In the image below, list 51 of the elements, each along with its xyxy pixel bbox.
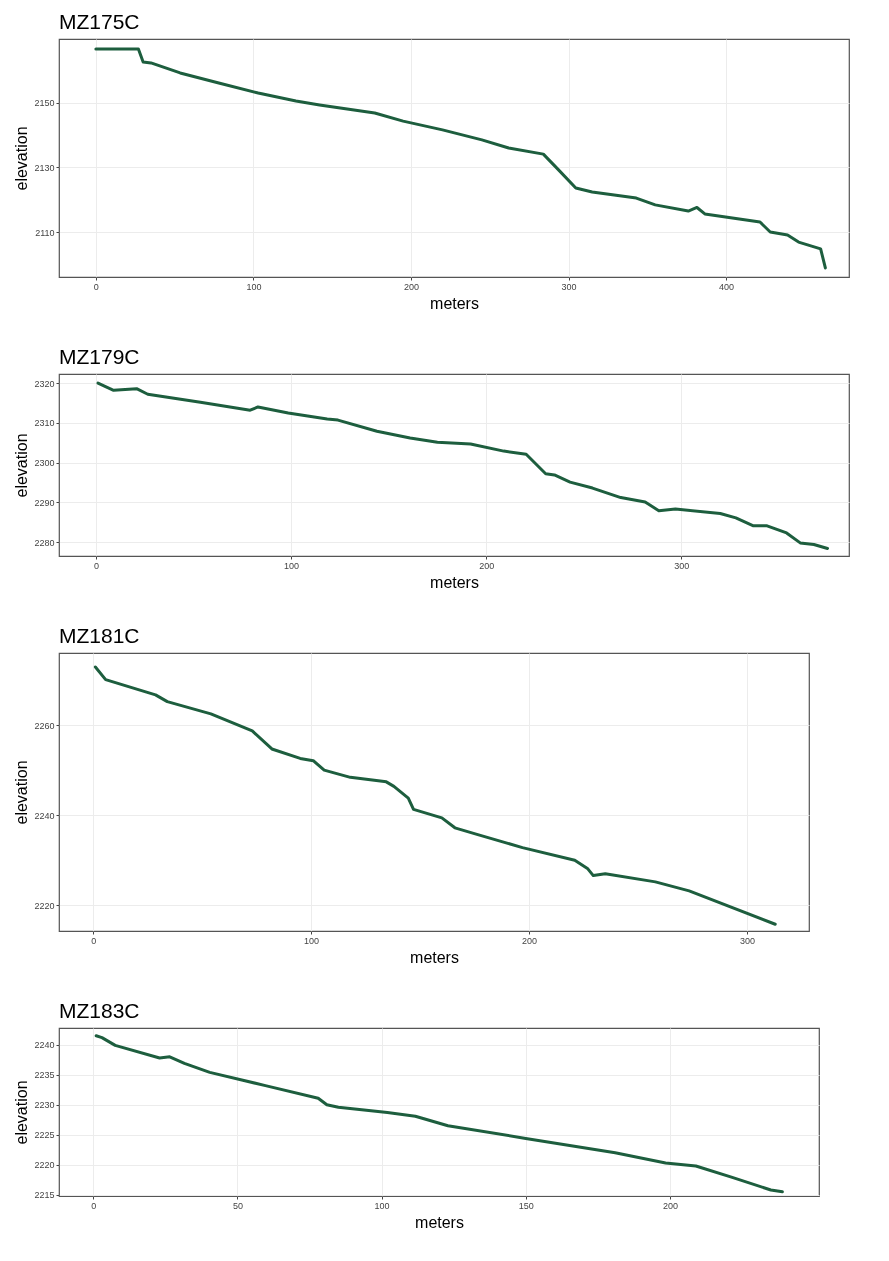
y-tick-label: 2230 (34, 1100, 55, 1111)
y-tick-label: 2130 (34, 162, 55, 173)
x-tick-label: 50 (232, 1200, 243, 1211)
y-axis-title: elevation (13, 126, 31, 191)
line-series (96, 381, 830, 550)
y-tick-label: 2320 (34, 378, 55, 389)
y-axis-title: elevation (13, 760, 31, 825)
x-tick-label: 200 (662, 1200, 678, 1211)
y-axis-title: elevation (13, 1080, 31, 1145)
x-tick-label: 0 (93, 281, 99, 292)
x-tick-label: 0 (91, 1200, 97, 1211)
y-tick-label: 2290 (34, 497, 55, 508)
line-series (93, 665, 777, 926)
y-axis-title: elevation (13, 433, 31, 498)
y-tick-label: 2280 (34, 537, 55, 548)
y-tick-label: 2150 (34, 98, 55, 109)
x-tick-label: 300 (739, 935, 755, 946)
x-tick-label: 0 (91, 935, 97, 946)
x-tick-label: 100 (374, 1200, 390, 1211)
x-tick-label: 200 (403, 281, 419, 292)
line-series (94, 47, 827, 270)
x-tick-label: 300 (674, 560, 690, 571)
y-tick-label: 2215 (34, 1190, 55, 1201)
y-tick-label: 2240 (34, 1040, 55, 1051)
chart-title: MZ179C (59, 345, 140, 368)
y-tick-label: 2240 (34, 810, 55, 821)
x-axis-title: meters (410, 948, 459, 966)
x-tick-label: 0 (94, 560, 100, 571)
chart-title: MZ175C (59, 10, 140, 33)
y-tick-label: 2300 (34, 458, 55, 469)
x-axis-title: meters (430, 294, 479, 312)
y-tick-label: 2310 (34, 418, 55, 429)
y-tick-label: 2220 (34, 1160, 55, 1171)
x-tick-label: 300 (561, 281, 577, 292)
x-tick-label: 100 (246, 281, 262, 292)
chart-title: MZ181C (59, 624, 140, 647)
x-tick-label: 400 (719, 281, 735, 292)
y-tick-label: 2225 (34, 1130, 55, 1141)
x-tick-label: 100 (304, 935, 320, 946)
x-tick-label: 200 (479, 560, 495, 571)
y-tick-label: 2220 (34, 900, 55, 911)
chart-title: MZ183C (59, 999, 140, 1022)
x-tick-label: 200 (521, 935, 538, 946)
y-tick-label: 2235 (34, 1070, 55, 1081)
x-tick-label: 100 (284, 560, 300, 571)
y-tick-label: 2260 (34, 720, 55, 731)
x-axis-title: meters (415, 1213, 464, 1231)
y-tick-label: 2110 (35, 227, 55, 238)
line-series (94, 1034, 784, 1194)
x-tick-label: 150 (518, 1200, 534, 1211)
x-axis-title: meters (430, 573, 479, 591)
